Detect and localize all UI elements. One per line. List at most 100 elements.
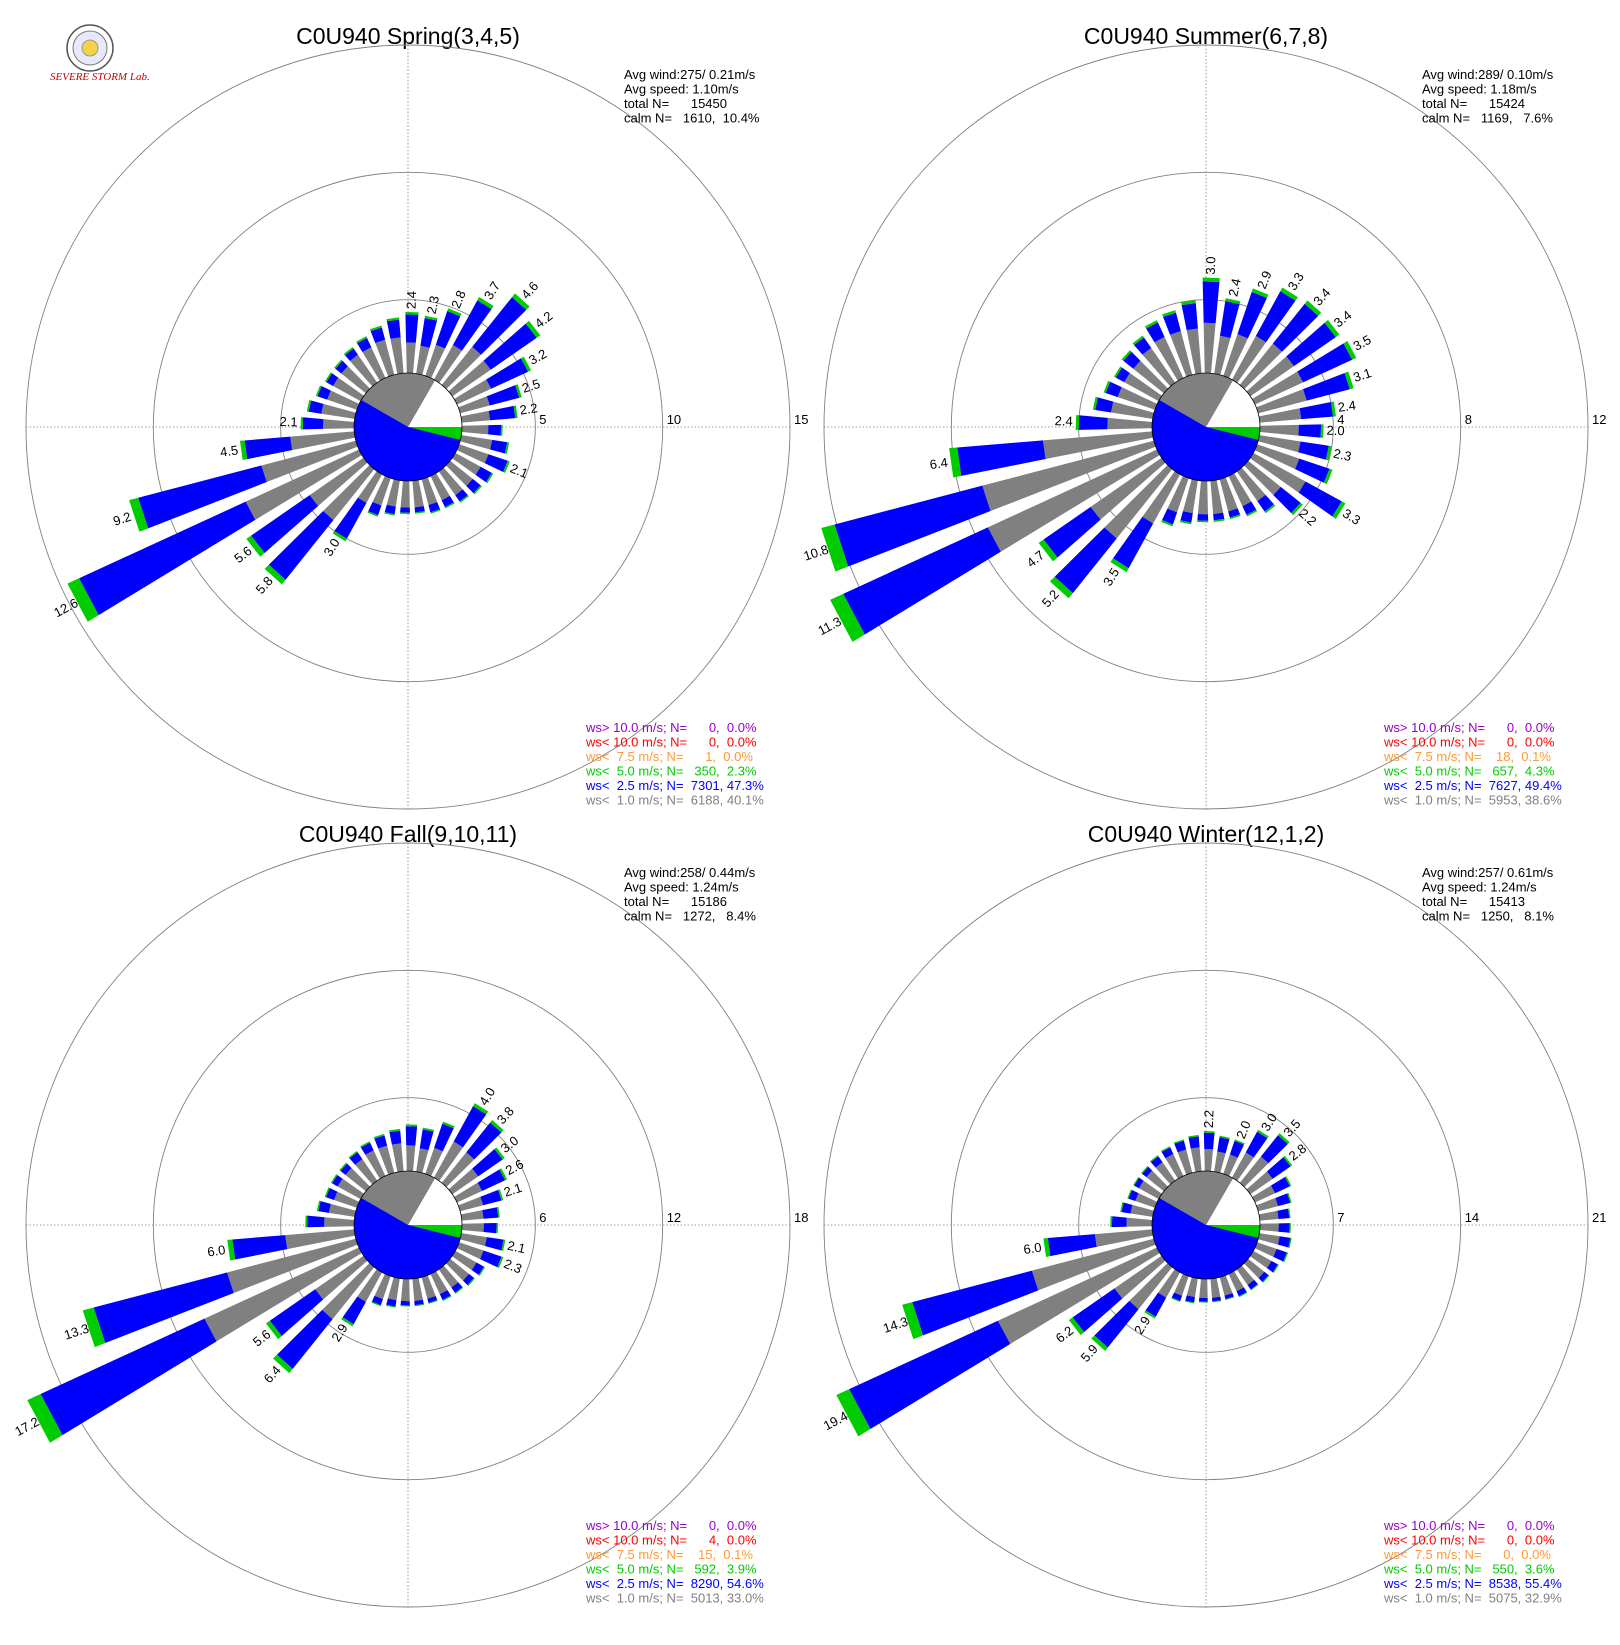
- bar-segment-calm: [327, 390, 360, 410]
- bar-segment-ws-2.5: [1163, 312, 1181, 335]
- bar-segment-calm: [349, 354, 378, 387]
- grid-ring: [1078, 1097, 1334, 1353]
- bar-segment-calm: [1223, 334, 1248, 379]
- bar-segment-calm: [1228, 1271, 1244, 1292]
- bar-segment-ws-2.5: [1286, 322, 1336, 367]
- bar-segment-ws-2.5: [40, 1318, 217, 1436]
- bar-segment-calm: [1124, 373, 1162, 402]
- bar-segment-ws-5.0: [430, 509, 441, 514]
- bar-segment-calm: [454, 1182, 483, 1203]
- bar-segment-calm: [454, 379, 492, 405]
- bar-value-label: 2.0: [1233, 1119, 1254, 1141]
- bar-segment-ws-2.5: [386, 319, 401, 339]
- legend-entry: ws< 5.0 m/s; N= 550, 3.6%: [1383, 1562, 1555, 1577]
- bar-segment-ws-2.5: [1295, 458, 1330, 483]
- bar-segment-ws-2.5: [405, 1126, 418, 1146]
- bar-segment-calm: [1174, 1273, 1189, 1296]
- bar-segment-ws-2.5: [1121, 1202, 1133, 1214]
- bar-segment-ws-5.0: [1038, 539, 1058, 562]
- bar-segment-ws-2.5: [1146, 322, 1165, 343]
- bar-segment-ws-5.0: [504, 442, 510, 455]
- bar-segment-ws-2.5: [490, 439, 508, 454]
- bar-segment-ws-2.5: [400, 507, 410, 513]
- bar-segment-calm: [378, 1145, 395, 1175]
- bar-segment-ws-5.0: [1171, 1297, 1181, 1302]
- bar-value-label: 3.8: [494, 1104, 517, 1127]
- bar-segment-ws-2.5: [480, 1189, 502, 1206]
- severe-storm-lab-logo: SEVERE STORM Lab.: [50, 24, 150, 83]
- bar-segment-calm: [1219, 1275, 1233, 1296]
- bar-segment-ws-2.5: [477, 1169, 506, 1191]
- bar-value-label: 5.6: [231, 543, 254, 566]
- bar-value-label: 2.4: [1054, 413, 1073, 429]
- bar-segment-ws-2.5: [1273, 1248, 1287, 1262]
- bar-value-label: 6.4: [261, 1363, 284, 1386]
- bar-segment-calm: [997, 1247, 1160, 1344]
- bar-segment-ws-5.0: [82, 1307, 106, 1348]
- bar-segment-ws-2.5: [434, 1123, 454, 1152]
- bar-segment-calm: [391, 1143, 404, 1173]
- bar-segment-ws-5.0: [1219, 1135, 1230, 1140]
- stat-line: Avg wind:257/ 0.61m/s: [1422, 865, 1554, 880]
- bar-segment-ws-2.5: [384, 504, 396, 515]
- bar-segment-calm: [322, 1262, 375, 1320]
- bar-segment-calm: [1236, 467, 1266, 502]
- calm-disc-white-sector: [1206, 380, 1260, 427]
- bar-segment-ws-2.5: [1247, 1279, 1258, 1290]
- legend-entry: ws< 1.0 m/s; N= 6188, 40.1%: [585, 793, 764, 808]
- bar-segment-calm: [1138, 1180, 1162, 1200]
- bar-value-label: 2.4: [1225, 277, 1243, 298]
- bar-segment-ws-5.0: [360, 1141, 371, 1148]
- bar-segment-ws-2.5: [138, 465, 267, 529]
- bar-segment-ws-2.5: [455, 489, 468, 502]
- bar-segment-calm: [412, 479, 424, 508]
- bar-segment-ws-2.5: [428, 502, 441, 513]
- bar-segment-ws-5.0: [306, 399, 312, 412]
- bar-segment-ws-2.5: [488, 405, 516, 421]
- bar-segment-ws-5.0: [1323, 468, 1333, 485]
- bar-segment-ws-5.0: [341, 1317, 354, 1327]
- bar-segment-ws-5.0: [1179, 520, 1192, 525]
- bar-segment-ws-2.5: [472, 1149, 503, 1177]
- bar-value-label: 10.8: [802, 542, 831, 564]
- bar-segment-ws-2.5: [843, 527, 1001, 635]
- bar-segment-calm: [1259, 1223, 1279, 1232]
- bar-segment-calm: [1219, 477, 1238, 512]
- bar-segment-calm: [400, 1278, 410, 1302]
- bar-segment-ws-2.5: [1142, 1166, 1153, 1178]
- bar-value-label: 5.6: [250, 1326, 273, 1349]
- bar-value-label: 9.2: [111, 509, 133, 529]
- bar-segment-ws-2.5: [334, 497, 367, 539]
- bar-value-label: 2.6: [503, 1156, 526, 1178]
- wind-rose-panel: C0U940 Spring(3,4,5)5 10 152.4 2.3 2.8 3.7 4.6…: [25, 23, 808, 810]
- bar-segment-ws-2.5: [1237, 291, 1267, 339]
- stat-line: total N= 15424: [1422, 96, 1525, 111]
- bar-segment-calm: [375, 339, 395, 377]
- bar-segment-ws-2.5: [1188, 1136, 1200, 1149]
- bar-segment-ws-2.5: [1078, 415, 1108, 430]
- bar-segment-calm: [461, 1223, 484, 1233]
- bar-segment-ws-5.0: [512, 293, 530, 310]
- bar-segment-ws-2.5: [1134, 1177, 1144, 1189]
- bar-segment-ws-5.0: [1280, 287, 1298, 301]
- bar-segment-calm: [204, 1247, 362, 1342]
- bar-segment-ws-2.5: [463, 1273, 474, 1286]
- bar-segment-ws-2.5: [484, 1237, 504, 1251]
- ring-label: 4: [1337, 412, 1344, 427]
- ring-label: 6: [539, 1210, 546, 1225]
- bar-segment-ws-5.0: [515, 384, 522, 398]
- legend-entry: ws< 7.5 m/s; N= 15, 0.1%: [585, 1547, 753, 1562]
- bar-segment-ws-5.0: [239, 440, 248, 461]
- bar-segment-ws-5.0: [1291, 502, 1303, 516]
- bar-segment-ws-2.5: [1224, 1293, 1234, 1300]
- bar-segment-ws-5.0: [1113, 366, 1123, 378]
- bar-segment-ws-5.0: [1212, 1300, 1222, 1303]
- bar-value-label: 2.4: [404, 291, 420, 310]
- bar-segment-calm: [1186, 328, 1202, 375]
- bar-segment-ws-2.5: [466, 1122, 502, 1160]
- bar-segment-ws-5.0: [348, 1150, 358, 1159]
- bar-segment-ws-5.0: [1121, 350, 1132, 361]
- bar-segment-ws-5.0: [496, 1206, 500, 1218]
- logo-text: SEVERE STORM Lab.: [50, 71, 150, 83]
- bar-segment-calm: [452, 452, 481, 475]
